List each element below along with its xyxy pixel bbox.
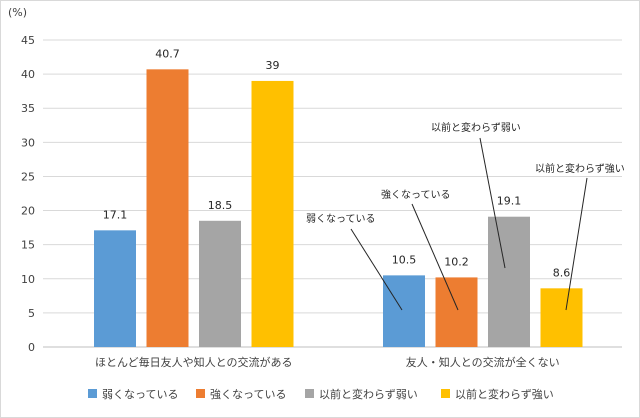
bar bbox=[383, 275, 425, 347]
y-axis: 0 5 10 15 20 25 30 35 40 45 bbox=[21, 34, 35, 354]
bars: 17.1 40.7 18.5 39 10.5 10.2 19.1 8.6 bbox=[94, 47, 583, 347]
y-tick-label: 0 bbox=[28, 341, 35, 354]
annotation-label: 強くなっている bbox=[381, 188, 451, 201]
y-tick-label: 40 bbox=[21, 68, 35, 81]
bar bbox=[540, 288, 583, 347]
y-tick-label: 5 bbox=[28, 307, 35, 320]
legend-label: 以前と変わらず強い bbox=[455, 387, 554, 401]
y-tick-label: 35 bbox=[21, 102, 35, 115]
bar bbox=[94, 230, 136, 347]
data-label: 19.1 bbox=[497, 195, 522, 208]
annotation-leader-line bbox=[565, 177, 588, 311]
data-label: 39 bbox=[266, 59, 280, 72]
legend: 弱くなっている 強くなっている 以前と変わらず弱い 以前と変わらず強い bbox=[88, 387, 554, 401]
y-tick-label: 25 bbox=[21, 170, 35, 183]
data-label: 8.6 bbox=[553, 266, 571, 279]
data-label: 18.5 bbox=[208, 199, 233, 212]
y-tick-label: 45 bbox=[21, 34, 35, 47]
data-label: 40.7 bbox=[155, 47, 180, 60]
annotation-label: 以前と変わらず弱い bbox=[431, 121, 521, 134]
legend-label: 強くなっている bbox=[210, 388, 286, 401]
y-tick-label: 15 bbox=[21, 239, 35, 252]
data-label: 10.2 bbox=[444, 255, 469, 268]
bar bbox=[251, 80, 294, 347]
data-label: 17.1 bbox=[103, 208, 128, 221]
annotation-leader-line bbox=[411, 203, 459, 311]
y-tick-label: 20 bbox=[21, 205, 35, 218]
annotation-leader-line bbox=[479, 137, 506, 269]
legend-swatch bbox=[196, 389, 205, 398]
bar bbox=[199, 220, 241, 347]
legend-swatch bbox=[441, 389, 450, 398]
data-label: 10.5 bbox=[392, 253, 417, 266]
x-category-label: ほとんど毎日友人や知人との交流がある bbox=[95, 355, 293, 369]
annotation-label: 以前と変わらず強い bbox=[535, 162, 625, 175]
annotation-label: 弱くなっている bbox=[306, 213, 376, 225]
y-tick-label: 10 bbox=[21, 273, 35, 286]
bar bbox=[146, 69, 189, 347]
x-category-label: 友人・知人との交流が全くない bbox=[406, 355, 560, 369]
legend-swatch bbox=[305, 389, 314, 398]
legend-swatch bbox=[88, 389, 97, 398]
x-axis: ほとんど毎日友人や知人との交流がある 友人・知人との交流が全くない bbox=[95, 355, 560, 369]
legend-label: 弱くなっている bbox=[102, 388, 178, 401]
y-unit-label: (%) bbox=[8, 6, 27, 19]
gridlines bbox=[43, 39, 622, 348]
annotation-leader-line bbox=[350, 228, 403, 311]
bar bbox=[488, 216, 530, 347]
y-tick-label: 30 bbox=[21, 136, 35, 149]
legend-label: 以前と変わらず弱い bbox=[319, 387, 418, 401]
bar bbox=[435, 277, 478, 347]
